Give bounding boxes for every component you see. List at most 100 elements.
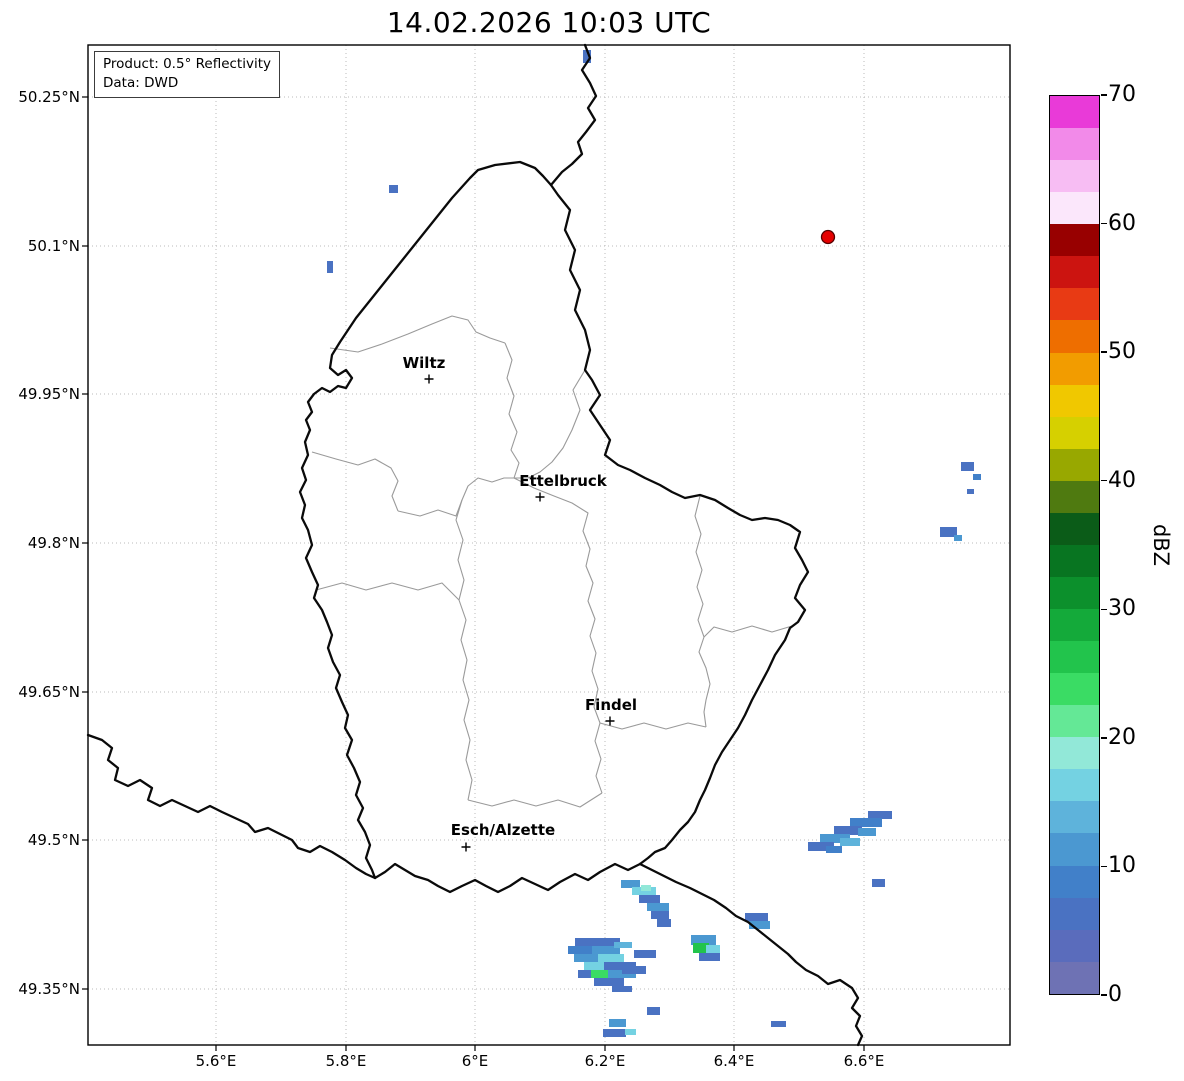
radar-echo-cell <box>578 970 593 978</box>
canton-border <box>594 722 603 794</box>
colorbar-segment <box>1050 448 1099 481</box>
radar-echo-cell <box>604 962 636 970</box>
france-germany-border <box>638 862 864 1047</box>
colorbar-segment <box>1050 512 1099 545</box>
canton-border <box>703 625 793 638</box>
radar-echo-cell <box>706 945 720 953</box>
radar-echo-cell <box>612 986 632 992</box>
city-label: Ettelbruck <box>519 472 607 490</box>
product-info-box: Product: 0.5° Reflectivity Data: DWD <box>94 51 280 98</box>
radar-echo-cell <box>940 527 957 537</box>
radar-echo-cell <box>574 954 606 962</box>
colorbar-tickmark <box>1100 865 1107 868</box>
lon-tick-label: 6.2°E <box>584 1052 626 1070</box>
colorbar-segment <box>1050 737 1099 770</box>
radar-echo-cell <box>625 1029 636 1035</box>
radar-echo-cell <box>603 1029 626 1037</box>
radar-echo-cell <box>749 921 770 929</box>
canton-borders <box>311 315 793 808</box>
lat-tick-label: 49.8°N <box>27 534 80 552</box>
radar-echo-cell <box>647 1007 660 1015</box>
colorbar-segment <box>1050 480 1099 513</box>
colorbar-title: dBZ <box>1149 523 1173 567</box>
radar-echo-cell <box>594 978 624 986</box>
city-marker <box>424 374 434 384</box>
radar-echo-cell <box>771 1021 786 1027</box>
colorbar-segment <box>1050 801 1099 834</box>
colorbar-segment <box>1050 128 1099 161</box>
radar-echo-cell <box>954 535 962 541</box>
radar-echo-cell <box>568 946 604 954</box>
colorbar-segment <box>1050 609 1099 642</box>
lat-tick-label: 50.25°N <box>18 88 80 106</box>
radar-echo-cell <box>745 913 768 921</box>
radar-echo-cell <box>614 942 632 948</box>
colorbar-tick-label: 50 <box>1108 339 1136 365</box>
data-source-line: Data: DWD <box>103 74 179 91</box>
station-marker-layer <box>820 229 836 245</box>
colorbar-segment <box>1050 352 1099 385</box>
lon-tick-label: 6.4°E <box>713 1052 755 1070</box>
canton-border <box>694 495 711 728</box>
radar-echo-cell <box>634 950 656 958</box>
lat-tick-label: 49.95°N <box>18 385 80 403</box>
luxembourg-border <box>298 160 810 894</box>
radar-echo-cell <box>850 818 882 827</box>
colorbar-segment <box>1050 416 1099 449</box>
radar-echo-cell <box>657 919 671 927</box>
colorbar-segment <box>1050 192 1099 225</box>
plot-frame <box>87 44 1011 1046</box>
colorbar-segment <box>1050 160 1099 193</box>
radar-echo-cell <box>651 911 669 919</box>
radar-echo-cell <box>609 1019 626 1027</box>
radar-echo-cell <box>641 885 651 891</box>
colorbar-segment <box>1050 833 1099 866</box>
colorbar-tick-label: 0 <box>1108 982 1122 1007</box>
canton-border <box>455 499 473 801</box>
radar-echo-cell <box>961 462 974 471</box>
colorbar-segment <box>1050 705 1099 738</box>
colorbar-segment <box>1050 769 1099 802</box>
colorbar-segment <box>1050 929 1099 962</box>
canton-border <box>311 451 399 512</box>
axis-tick-layer <box>82 96 865 1051</box>
radar-echo-cell <box>868 811 892 819</box>
colorbar-tick-label: 20 <box>1108 724 1136 750</box>
colorbar-segment <box>1050 641 1099 674</box>
radar-echo-cell <box>858 828 876 836</box>
radar-echo-layer <box>327 50 981 1037</box>
lon-tick-label: 6°E <box>461 1052 489 1070</box>
belgium-france-border <box>86 733 377 880</box>
radar-echo-cell <box>967 489 974 494</box>
colorbar-segment <box>1050 256 1099 289</box>
radar-echo-cell <box>639 895 660 903</box>
colorbar-segment <box>1050 288 1099 321</box>
radar-echo-cell <box>647 903 669 911</box>
country-borders <box>86 43 864 1047</box>
belgium-germany-border <box>549 43 598 187</box>
colorbar-segment <box>1050 320 1099 353</box>
grid-lines <box>88 45 1010 1045</box>
colorbar-gradient <box>1050 96 1099 994</box>
colorbar-tick-label: 70 <box>1108 82 1136 107</box>
radar-echo-cell <box>592 946 620 954</box>
radar-echo-cell <box>834 826 862 835</box>
lat-tick-label: 49.5°N <box>27 831 80 849</box>
colorbar-segment <box>1050 96 1099 129</box>
canton-border <box>315 582 460 601</box>
lon-tick-label: 5.6°E <box>195 1052 237 1070</box>
colorbar-segment <box>1050 544 1099 577</box>
city-marker <box>535 492 545 502</box>
radar-echo-cell <box>598 954 624 962</box>
radar-echo-cell <box>820 834 850 843</box>
colorbar-segment <box>1050 576 1099 609</box>
radar-echo-cell <box>584 962 606 970</box>
radar-echo-cell <box>691 935 716 945</box>
radar-echo-cell <box>699 953 720 961</box>
radar-echo-cell <box>621 880 640 888</box>
colorbar-tickmark <box>1100 994 1107 996</box>
city-marker <box>461 842 471 852</box>
canton-border <box>467 792 603 808</box>
